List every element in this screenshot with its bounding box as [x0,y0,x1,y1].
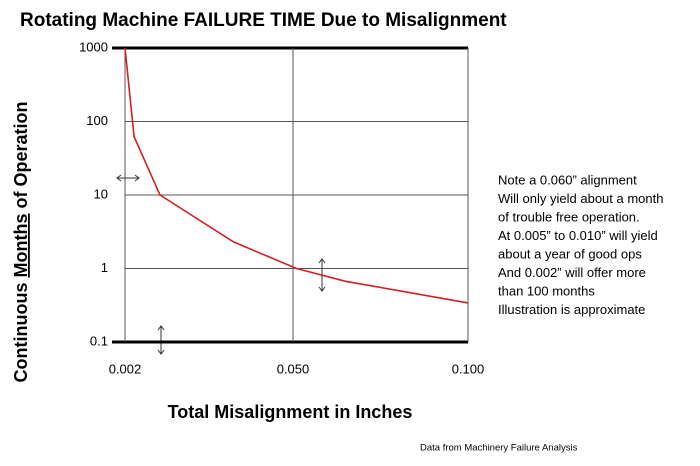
y-tick-label: 0.1 [90,333,108,348]
y-tick-label: 10 [94,186,108,201]
note-line: At 0.005” to 0.010” will yield [498,228,658,243]
y-tick-label: 100 [86,113,108,128]
x-tick-label: 0.100 [452,361,485,376]
y-axis-label: Continuous Months of Operation [11,102,31,383]
double-arrow [157,325,165,355]
x-tick-label: 0.002 [109,361,142,376]
y-tick-label: 1 [101,260,108,275]
x-axis-label: Total Misalignment in Inches [168,402,413,422]
y-label-part: Continuous [11,278,31,383]
note-line: than 100 months [498,283,595,298]
arrows [116,174,326,355]
x-tick-label: 0.050 [277,361,310,376]
y-tick-label: 1000 [79,39,108,54]
note-line: of trouble free operation. [498,209,640,224]
note-line: Illustration is approximate [498,302,645,317]
double-arrow [116,174,140,182]
note-line: Will only yield about a month [498,191,663,206]
data-line [124,47,469,304]
y-label-part: Months [11,214,31,278]
note-line: Note a 0.060” alignment [498,172,637,187]
note-line: about a year of good ops [498,246,642,261]
chart-title: Rotating Machine FAILURE TIME Due to Mis… [20,10,507,31]
note-line: And 0.002” will offer more [498,265,646,280]
y-label-part: of Operation [11,102,31,214]
source-note: Data from Machinery Failure Analysis [420,443,578,454]
